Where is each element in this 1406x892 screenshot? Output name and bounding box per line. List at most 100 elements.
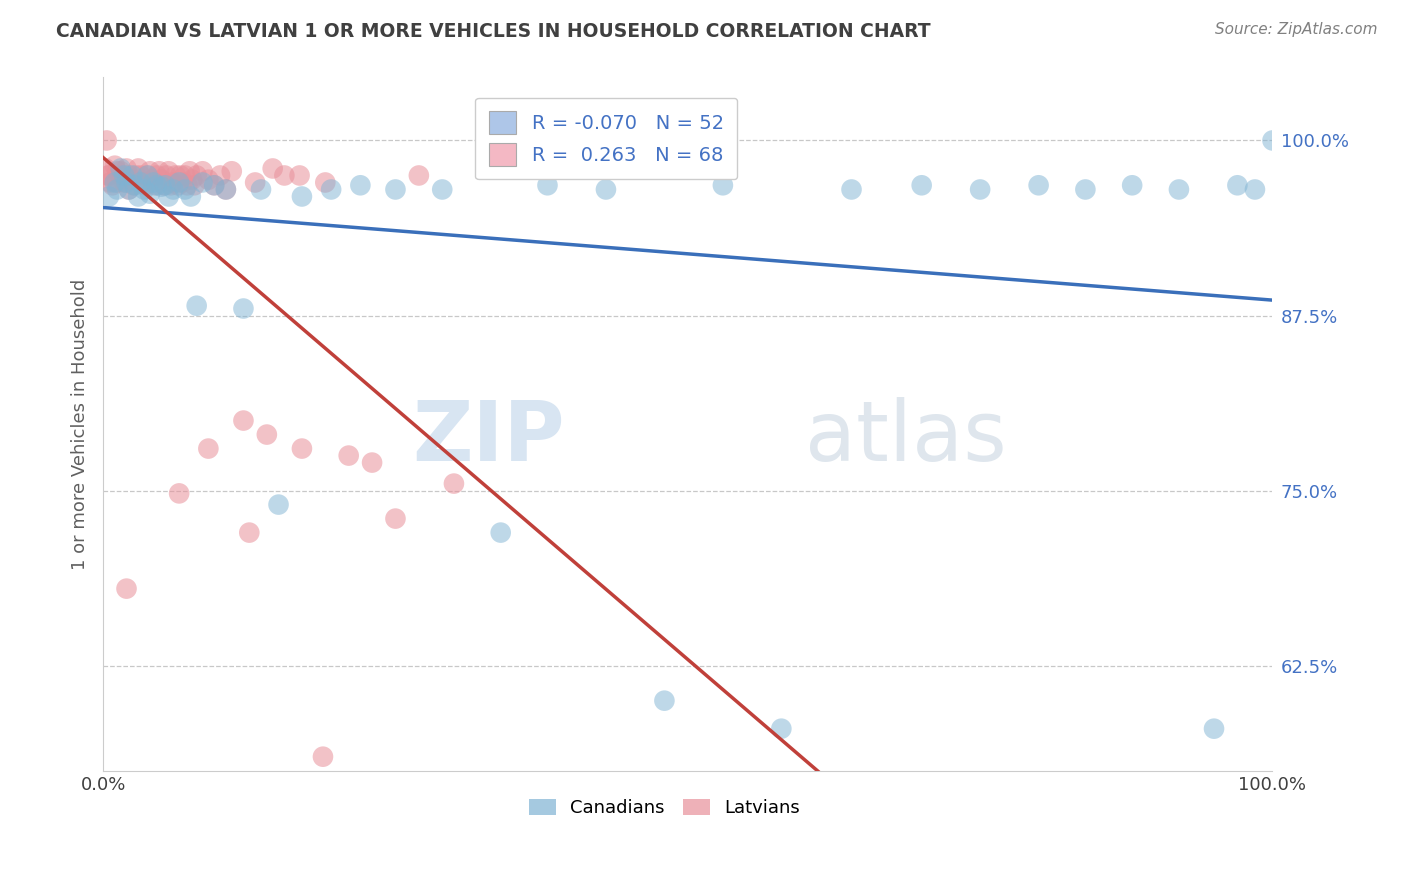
Point xyxy=(202,178,225,193)
Point xyxy=(595,182,617,196)
Point xyxy=(186,169,208,183)
Point xyxy=(172,176,194,190)
Point xyxy=(101,178,124,193)
Point xyxy=(124,178,146,193)
Point xyxy=(349,178,371,193)
Point xyxy=(209,169,232,183)
Point xyxy=(1226,178,1249,193)
Point xyxy=(167,178,190,193)
Point xyxy=(97,169,120,183)
Point xyxy=(115,582,138,596)
Point xyxy=(118,182,141,196)
Text: atlas: atlas xyxy=(804,398,1007,478)
Point xyxy=(183,178,205,193)
Point xyxy=(314,176,336,190)
Point xyxy=(121,169,143,183)
Text: Source: ZipAtlas.com: Source: ZipAtlas.com xyxy=(1215,22,1378,37)
Point xyxy=(1244,182,1267,196)
Point xyxy=(1074,182,1097,196)
Point xyxy=(141,172,163,186)
Point xyxy=(162,182,184,196)
Point xyxy=(288,169,311,183)
Point xyxy=(197,172,219,186)
Point xyxy=(221,164,243,178)
Point xyxy=(157,189,180,203)
Point xyxy=(146,178,169,193)
Point xyxy=(770,722,793,736)
Point xyxy=(243,176,266,190)
Point xyxy=(215,182,238,196)
Point xyxy=(169,169,191,183)
Point xyxy=(146,169,169,183)
Point xyxy=(489,525,512,540)
Point xyxy=(143,178,166,193)
Point xyxy=(291,189,314,203)
Point xyxy=(150,179,173,194)
Point xyxy=(238,525,260,540)
Point xyxy=(165,169,187,183)
Point xyxy=(191,176,214,190)
Point xyxy=(262,161,284,176)
Legend: Canadians, Latvians: Canadians, Latvians xyxy=(522,791,807,824)
Point xyxy=(267,498,290,512)
Point xyxy=(384,511,406,525)
Point xyxy=(1028,178,1050,193)
Point xyxy=(132,176,155,190)
Point xyxy=(139,164,162,178)
Point xyxy=(180,189,202,203)
Point xyxy=(232,301,254,316)
Point xyxy=(197,442,219,456)
Point xyxy=(104,159,127,173)
Point xyxy=(153,178,176,193)
Point xyxy=(148,164,170,178)
Point xyxy=(291,442,314,456)
Point xyxy=(139,186,162,201)
Point xyxy=(98,169,121,183)
Point xyxy=(432,182,454,196)
Point xyxy=(191,164,214,178)
Point xyxy=(215,182,238,196)
Point xyxy=(174,182,197,196)
Point xyxy=(129,176,152,190)
Point xyxy=(361,456,384,470)
Point xyxy=(127,189,149,203)
Point xyxy=(150,172,173,186)
Point xyxy=(125,169,148,183)
Point xyxy=(105,182,128,196)
Point xyxy=(711,178,734,193)
Point xyxy=(911,178,934,193)
Point xyxy=(136,169,159,183)
Point xyxy=(167,176,190,190)
Point xyxy=(186,299,208,313)
Point xyxy=(104,176,127,190)
Point xyxy=(408,169,430,183)
Point xyxy=(176,178,198,193)
Point xyxy=(112,176,135,190)
Point xyxy=(142,176,165,190)
Point xyxy=(969,182,991,196)
Y-axis label: 1 or more Vehicles in Household: 1 or more Vehicles in Household xyxy=(72,278,89,570)
Text: CANADIAN VS LATVIAN 1 OR MORE VEHICLES IN HOUSEHOLD CORRELATION CHART: CANADIAN VS LATVIAN 1 OR MORE VEHICLES I… xyxy=(56,22,931,41)
Point xyxy=(162,176,184,190)
Point xyxy=(110,169,132,183)
Point xyxy=(112,169,135,183)
Point xyxy=(250,182,273,196)
Point xyxy=(256,427,278,442)
Point xyxy=(384,182,406,196)
Point xyxy=(153,178,176,193)
Point xyxy=(443,476,465,491)
Point xyxy=(536,178,558,193)
Point xyxy=(122,178,145,193)
Point xyxy=(654,694,676,708)
Text: ZIP: ZIP xyxy=(412,398,565,478)
Point xyxy=(181,172,204,186)
Point xyxy=(232,413,254,427)
Point xyxy=(841,182,863,196)
Point xyxy=(179,164,201,178)
Point xyxy=(96,133,118,147)
Point xyxy=(134,178,156,193)
Point xyxy=(157,164,180,178)
Point xyxy=(118,182,141,196)
Point xyxy=(167,486,190,500)
Point xyxy=(174,169,197,183)
